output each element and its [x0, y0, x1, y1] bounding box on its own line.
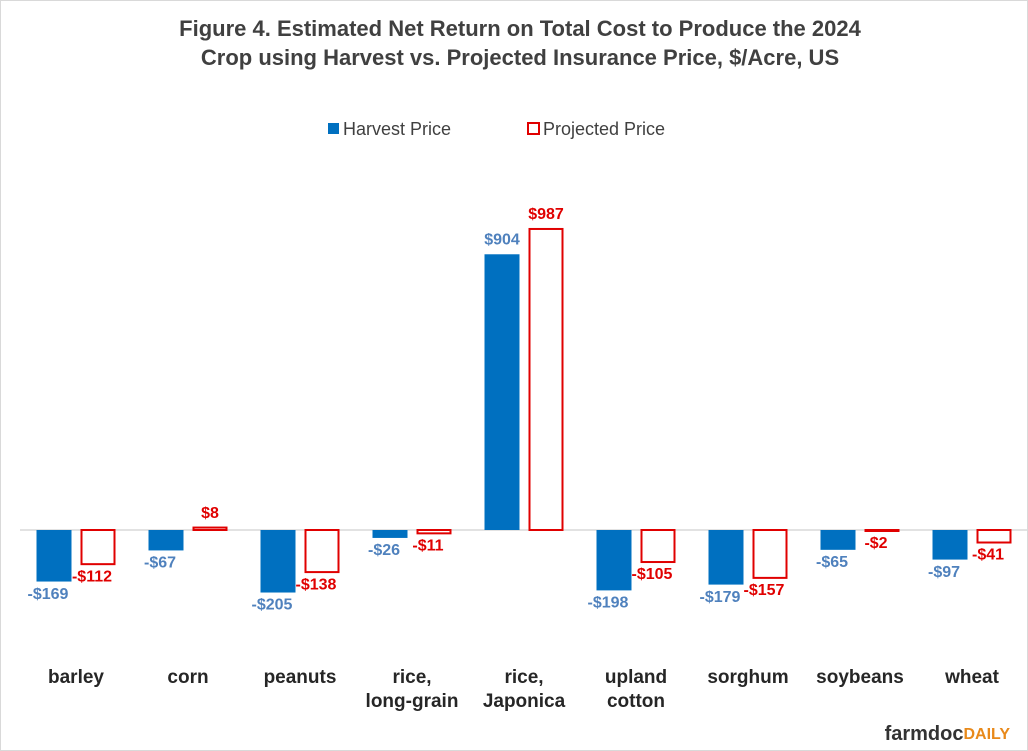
data-label: -$179 [700, 589, 741, 606]
bar [976, 529, 1012, 544]
legend-label: Projected Price [543, 119, 665, 139]
x-tick-label: rice, long-grain [366, 667, 459, 712]
text-line: Crop using Harvest vs. Projected Insuran… [201, 45, 839, 70]
data-label: -$205 [252, 597, 293, 614]
data-label: -$2 [864, 535, 887, 552]
text-line: Figure 4. Estimated Net Return on Total … [179, 16, 861, 41]
data-label: -$11 [412, 538, 443, 555]
bar [80, 529, 116, 566]
legend-swatch [527, 122, 540, 135]
bar [640, 529, 676, 564]
chart-title: Figure 4. Estimated Net Return on Total … [179, 16, 861, 70]
bar [260, 530, 296, 593]
x-tick-label: sorghum [707, 667, 788, 688]
data-label: $987 [528, 206, 564, 223]
bar [528, 227, 564, 531]
data-label: -$157 [744, 582, 785, 599]
bar [192, 526, 228, 531]
text-line: rice, [392, 667, 431, 688]
data-label: -$138 [296, 576, 337, 593]
bar [36, 530, 72, 582]
logo: farmdocDAILY [885, 723, 1011, 745]
data-label: -$112 [72, 568, 112, 585]
x-tick-label: barley [48, 667, 104, 688]
bar [148, 530, 184, 551]
text-line: wheat [944, 667, 1000, 688]
bar [864, 529, 900, 532]
text-line: corn [167, 667, 208, 688]
data-label: -$198 [588, 595, 629, 612]
legend-label: Harvest Price [343, 119, 451, 139]
legend-swatch [328, 123, 339, 134]
data-label: -$97 [928, 564, 960, 581]
data-label: -$65 [816, 554, 848, 571]
bar [708, 530, 744, 585]
data-label: -$41 [972, 547, 1004, 564]
bar [596, 530, 632, 591]
text-line: barley [48, 667, 104, 688]
logo-main: farmdoc [885, 723, 964, 745]
text-line: sorghum [707, 667, 788, 688]
text-line: upland [605, 667, 667, 688]
x-tick-label: rice, Japonica [483, 667, 566, 712]
logo-accent: DAILY [963, 726, 1010, 743]
data-label: -$67 [144, 555, 176, 572]
text-line: peanuts [264, 667, 337, 688]
data-label: -$169 [28, 586, 69, 603]
bar [484, 254, 520, 530]
x-tick-label: wheat [944, 667, 1000, 688]
data-label: -$105 [632, 566, 673, 583]
text-line: rice, [504, 667, 543, 688]
x-tick-label: corn [167, 667, 208, 688]
text-line: Japonica [483, 691, 566, 712]
text-line: cotton [607, 691, 665, 712]
bar [752, 529, 788, 579]
text-line: long-grain [366, 691, 459, 712]
x-tick-label: soybeans [816, 667, 904, 688]
bar [820, 530, 856, 550]
data-label: $8 [201, 505, 219, 522]
data-label: -$26 [368, 542, 400, 559]
bar [372, 530, 408, 538]
bar [416, 529, 452, 535]
data-label: $904 [484, 231, 520, 248]
text-line: soybeans [816, 667, 904, 688]
x-tick-label: upland cotton [605, 667, 667, 712]
bar [304, 529, 340, 574]
x-tick-label: peanuts [264, 667, 337, 688]
bar [932, 530, 968, 560]
